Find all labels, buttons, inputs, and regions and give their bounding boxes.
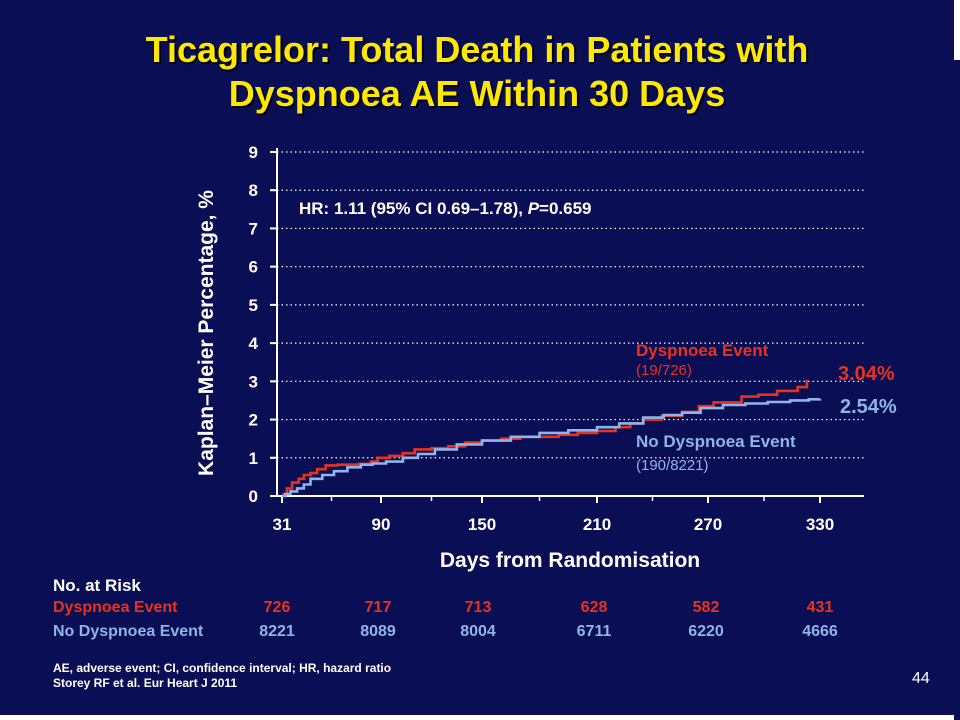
y-tick-label-2: 2	[249, 411, 258, 430]
hazard-ratio-text: HR: 1.11 (95% CI 0.69–1.78),	[299, 199, 528, 218]
slide-title: Ticagrelor: Total Death in Patients with…	[0, 28, 954, 116]
risk-value-dyspnoea-0: 726	[263, 599, 291, 616]
risk-row-label-no-dyspnoea: No Dyspnoea Event	[53, 623, 204, 640]
x-tick-label-90: 90	[372, 515, 391, 534]
slide-title-line-2: Dyspnoea AE Within 30 Days	[228, 73, 726, 114]
y-tick-label-1: 1	[249, 449, 258, 468]
risk-value-no-dyspnoea-2: 8004	[460, 623, 496, 640]
slide-edge-strip	[954, 60, 960, 720]
chart-text: Kaplan–Meier Percentage, % Days from Ran…	[195, 143, 897, 572]
risk-value-no-dyspnoea-4: 6220	[688, 623, 724, 640]
risk-value-dyspnoea-5: 431	[806, 599, 834, 616]
y-tick-label-8: 8	[249, 181, 258, 200]
grid-lines	[277, 151, 864, 459]
no-dyspnoea-event-line	[282, 398, 822, 498]
y-tick-label-5: 5	[249, 296, 258, 315]
risk-value-dyspnoea-1: 717	[364, 599, 392, 616]
risk-table-heading: No. at Risk	[53, 576, 141, 595]
y-tick-label-6: 6	[249, 258, 258, 277]
no-dyspnoea-counts: (190/8221)	[636, 457, 709, 474]
hazard-ratio-annotation: HR: 1.11 (95% CI 0.69–1.78), P=0.659	[299, 199, 592, 218]
y-tick-label-4: 4	[249, 334, 259, 353]
series-lines	[282, 379, 822, 498]
x-tick-label-31: 31	[273, 515, 292, 534]
risk-value-no-dyspnoea-3: 6711	[576, 623, 612, 640]
y-tick-label-3: 3	[249, 372, 258, 391]
y-tick-label-9: 9	[249, 143, 258, 162]
x-tick-label-270: 270	[694, 515, 722, 534]
slide-title-line-1: Ticagrelor: Total Death in Patients with	[145, 29, 809, 70]
no-dyspnoea-end-value: 2.54%	[840, 396, 897, 418]
abbreviations-footnote: AE, adverse event; CI, confidence interv…	[53, 661, 392, 675]
page-number: 44	[912, 670, 930, 687]
risk-value-no-dyspnoea-1: 8089	[360, 623, 396, 640]
no-dyspnoea-legend-label: No Dyspnoea Event	[636, 432, 796, 451]
risk-value-no-dyspnoea-0: 8221	[259, 623, 295, 640]
citation-footnote: Storey RF et al. Eur Heart J 2011	[53, 676, 238, 690]
p-label: P	[528, 199, 540, 218]
risk-value-dyspnoea-3: 628	[580, 599, 608, 616]
risk-value-dyspnoea-4: 582	[692, 599, 720, 616]
y-tick-label-0: 0	[249, 487, 258, 506]
y-axis-title: Kaplan–Meier Percentage, %	[195, 190, 218, 476]
x-tick-label-210: 210	[583, 515, 611, 534]
x-tick-label-330: 330	[806, 515, 834, 534]
risk-row-label-dyspnoea: Dyspnoea Event	[53, 599, 178, 616]
x-axis-title: Days from Randomisation	[440, 549, 700, 572]
x-tick-label-150: 150	[468, 515, 496, 534]
dyspnoea-end-value: 3.04%	[838, 363, 895, 385]
dyspnoea-legend-label: Dyspnoea Event	[636, 341, 769, 360]
p-value: =0.659	[539, 199, 591, 218]
risk-value-no-dyspnoea-5: 4666	[802, 623, 838, 640]
dyspnoea-event-line	[282, 379, 809, 498]
y-tick-label-7: 7	[249, 219, 258, 238]
dyspnoea-counts: (19/726)	[636, 362, 692, 379]
footnote: AE, adverse event; CI, confidence interv…	[53, 661, 391, 691]
axes	[270, 148, 864, 503]
risk-value-dyspnoea-2: 713	[464, 599, 492, 616]
